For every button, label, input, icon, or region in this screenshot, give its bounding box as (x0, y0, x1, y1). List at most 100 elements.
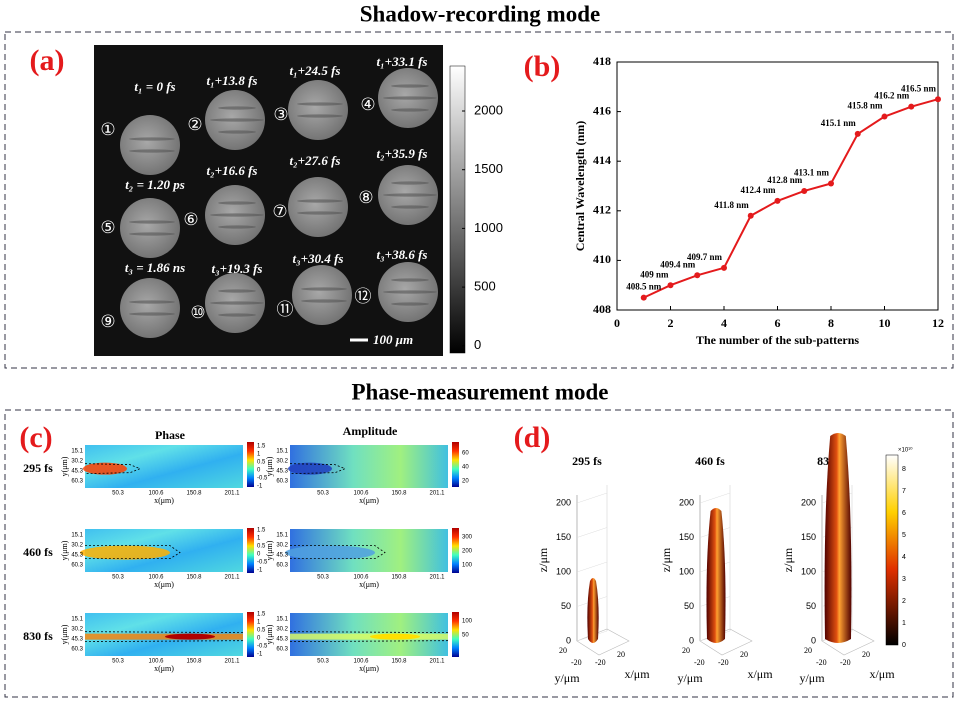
x-axis-label: x(μm) (359, 580, 379, 589)
time-label: 460 fs (695, 454, 725, 468)
point (640, 294, 647, 301)
region-outline (289, 463, 347, 475)
x-tick-label: 6 (775, 316, 781, 330)
colorbar-tick-label: 100 (462, 563, 473, 569)
y-axis-label: y/μm (799, 671, 825, 685)
delay-label: t₁+24.5 fs (290, 63, 341, 78)
frame-number: ⑪ (277, 300, 294, 320)
point (854, 130, 861, 137)
colorbar-tick-label: 100 (462, 619, 473, 625)
panel-label: (d) (514, 421, 551, 454)
shadow-stripe (383, 193, 437, 197)
shadow-stripe (301, 299, 347, 303)
axis-tick-label: 20 (740, 650, 748, 659)
shadow-stripe (129, 312, 175, 316)
y-tick-label: 60.3 (276, 647, 288, 653)
point (908, 103, 915, 110)
value-label: 409 nm (640, 269, 669, 279)
x-tick-label: 201.1 (224, 491, 240, 497)
y-tick-label: 410 (593, 252, 611, 266)
x-tick-label: 50.3 (112, 659, 124, 665)
plasma-body (824, 433, 852, 643)
point (774, 197, 781, 204)
region-outline (84, 463, 142, 475)
delay-label: t₃ = 1.86 ns (125, 260, 185, 275)
value-label: 408.5 nm (626, 282, 662, 292)
shadow-stripe (129, 149, 175, 153)
z-tick-label: 50 (806, 601, 816, 611)
z-axis-label: z/μm (536, 547, 550, 572)
colorbar-tick-label: 40 (462, 465, 469, 471)
z-tick-label: 100 (679, 566, 694, 576)
x-tick-label: 100.6 (148, 659, 164, 665)
x-tick-label: 201.1 (224, 575, 240, 581)
delay-label: t₂ = 1.20 ps (125, 177, 185, 192)
x-tick-label: 2 (668, 316, 674, 330)
x-tick-label: 150.8 (391, 659, 407, 665)
colorbar-tick-label: 0 (257, 468, 261, 474)
colorbar-tick-label: 1 (902, 620, 906, 627)
shadow-disc (288, 80, 348, 140)
delay-label: t₂+16.6 fs (207, 163, 258, 178)
axis-tick-label: -20 (840, 658, 851, 667)
value-label: 409.4 nm (660, 259, 696, 269)
x-tick-label: 100.6 (353, 491, 369, 497)
axis-tick-label: 20 (682, 646, 690, 655)
shadow-stripe (391, 84, 429, 88)
colorbar-tick-label: 2000 (474, 102, 503, 117)
shadow-stripe (129, 232, 175, 236)
axis-tick-label: 20 (617, 650, 625, 659)
colorbar-tick-label: 1.5 (257, 612, 266, 618)
colorbar-tick-label: -1 (257, 484, 263, 490)
x-tick-label: 100.6 (353, 659, 369, 665)
column-title: Phase (155, 428, 186, 442)
x-axis-label: x/μm (869, 667, 895, 681)
x-tick-label: 50.3 (317, 575, 329, 581)
colorbar (452, 528, 459, 573)
shadow-stripe (210, 213, 264, 217)
x-axis-label: x/μm (747, 667, 773, 681)
colorbar-tick-label: 60 (462, 451, 469, 457)
frame-number: ① (100, 120, 115, 140)
z-tick-label: 200 (679, 497, 694, 507)
x-axis-label: The number of the sub-patterns (696, 333, 859, 347)
panel-label: (a) (30, 44, 65, 77)
x-tick-label: 50.3 (112, 491, 124, 497)
region-outline (85, 545, 181, 560)
colorbar-tick-label: -0.5 (257, 560, 268, 566)
shadow-stripe (297, 102, 343, 106)
colorbar-tick-label: 50 (462, 633, 469, 639)
frame-number: ④ (360, 95, 375, 115)
shadow-stripe (391, 278, 429, 282)
plasma-core (165, 633, 215, 640)
value-label: 411.8 nm (714, 200, 749, 210)
colorbar-tick-label: -1 (257, 568, 263, 574)
plasma-body (706, 508, 726, 643)
shadow-stripe (218, 225, 256, 229)
axis-tick-label: -20 (816, 658, 827, 667)
y-tick-label: 45.3 (71, 469, 83, 475)
point (828, 180, 834, 187)
axis-tick-label: -20 (718, 658, 729, 667)
colorbar-tick-label: 20 (462, 479, 469, 485)
colorbar-tick-label: 300 (462, 535, 473, 541)
y-tick-label: 60.3 (71, 647, 83, 653)
colorbar-tick-label: 1 (257, 536, 261, 542)
region-outline (290, 545, 386, 560)
colorbar (449, 65, 466, 354)
delay-label: t₁ = 0 fs (134, 79, 175, 94)
colorbar-tick-label: 0.5 (257, 460, 266, 466)
colorbar (885, 454, 899, 646)
colorbar (247, 442, 254, 487)
x-tick-label: 10 (879, 316, 891, 330)
x-axis-label: x(μm) (154, 580, 174, 589)
y-tick-label: 45.3 (71, 553, 83, 559)
point (935, 96, 941, 103)
colorbar-tick-label: 0 (474, 337, 481, 352)
value-label: 416.2 nm (874, 91, 910, 101)
frame-number: ⑧ (358, 188, 373, 208)
shadow-stripe (391, 205, 429, 209)
delay-label: t₁+33.1 fs (377, 54, 428, 69)
shadow-stripe (129, 220, 175, 224)
